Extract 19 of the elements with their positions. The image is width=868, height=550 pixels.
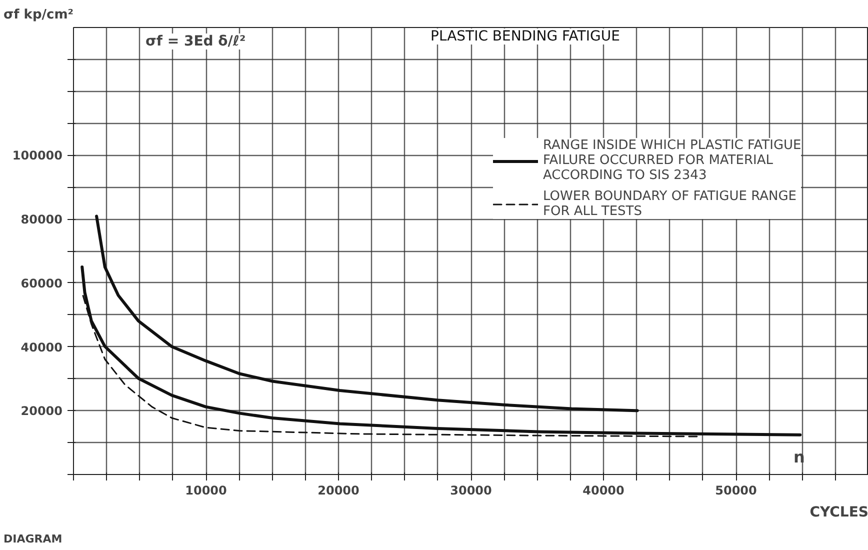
legend-label: RANGE INSIDE WHICH PLASTIC FATIGUE FAILURE OCCURRED FOR MATERIAL ACCORDING TO SIS 2343 — [543, 138, 802, 183]
y-axis-title: σf kp/cm² — [4, 8, 74, 22]
line-series — [95, 214, 639, 412]
x-tick-label: 10000 — [185, 484, 227, 498]
y-tick-label: 20000 — [20, 404, 62, 418]
x-tick-label: 50000 — [715, 484, 757, 498]
chart-title: PLASTIC BENDING FATIGUE — [430, 28, 620, 44]
y-tick-label: 80000 — [20, 212, 62, 227]
line-series — [80, 265, 802, 436]
x-tick-label: 40000 — [582, 484, 624, 498]
x-tick-label: 20000 — [318, 484, 360, 498]
legend-label: LOWER BOUNDARY OF FATIGUE RANGE FOR ALL TESTS — [543, 189, 796, 219]
x-axis-title: CYCLES — [810, 504, 868, 520]
y-tick-label: 100000 — [12, 148, 63, 163]
x-tick-label: 30000 — [450, 484, 492, 498]
y-tick-label: 40000 — [20, 340, 62, 354]
annotation: σf = 3Ed δ/ℓ² — [146, 34, 246, 50]
text: DIAGRAM — [4, 532, 62, 546]
y-tick-label: 60000 — [20, 276, 62, 290]
